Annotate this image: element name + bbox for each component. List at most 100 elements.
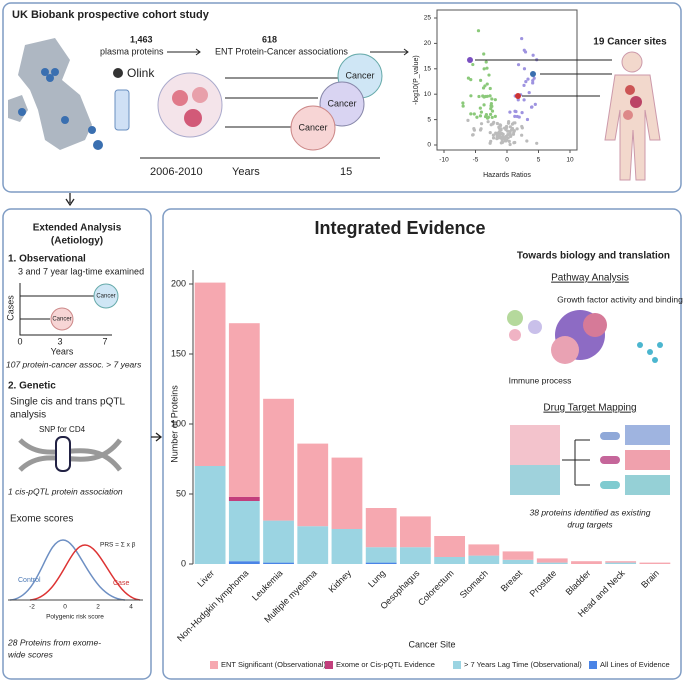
volcano-point (522, 48, 526, 52)
volcano-point (511, 132, 516, 136)
bar-segment (228, 323, 260, 497)
snp-marker (55, 436, 71, 472)
volcano-point (490, 97, 494, 101)
bar-segment (639, 562, 671, 564)
volcano-xlabel: Hazards Ratios (483, 172, 531, 179)
volcano-point (477, 94, 481, 99)
volcano-point (512, 129, 516, 133)
volcano-point (466, 76, 471, 80)
n-assoc: 618 (262, 34, 277, 44)
control-curve (9, 539, 126, 601)
bar-segment (468, 555, 500, 564)
volcano-point (497, 130, 501, 134)
volcano-point (531, 81, 535, 85)
volcano-point (507, 139, 511, 143)
cases: Cases (5, 295, 15, 321)
exome-result: wide scores (8, 649, 54, 659)
volcano-tick-label: 5 (427, 116, 431, 123)
bar-segment (434, 557, 466, 564)
volcano-point (516, 63, 521, 67)
volcano-highlight (467, 57, 473, 63)
bar-segment (297, 526, 329, 564)
legend-swatch (453, 661, 461, 669)
y-tick-label: 100 (171, 418, 186, 428)
bar-segment (228, 496, 260, 501)
bar-segment (605, 561, 637, 563)
prs-ticks: -2 0 2 4 (29, 604, 133, 611)
drug-result: drug targets (567, 519, 613, 529)
volcano-point (475, 115, 479, 119)
pathway: Pathway Analysis (551, 273, 629, 284)
volcano-point (515, 127, 519, 131)
volcano-point (520, 133, 524, 137)
obs-heading: 1. Observational (8, 254, 86, 265)
sites: 19 Cancer sites (593, 37, 667, 48)
volcano-point (500, 131, 504, 136)
volcano-point (508, 142, 512, 147)
volcano-point (469, 78, 473, 82)
volcano-point (508, 110, 512, 114)
cells-illustration (507, 310, 663, 364)
gen-sub: Single cis and trans pQTL (10, 397, 125, 408)
volcano-point (481, 86, 486, 90)
mini-arrows (20, 295, 95, 320)
volcano-point (488, 141, 492, 145)
bar-segment (468, 544, 500, 556)
bar-segment (502, 551, 534, 560)
volcano-point (489, 102, 494, 106)
legend-label: > 7 Years Lag Time (Observational) (464, 660, 582, 669)
volcano-point (491, 136, 496, 140)
bar-segment (263, 398, 294, 521)
volcano-point (535, 141, 539, 145)
uk-map (18, 38, 92, 150)
site-arrows (475, 59, 612, 97)
volcano-point (499, 141, 503, 145)
mini-cancer: Cancer (52, 317, 71, 323)
volcano-point (471, 133, 475, 137)
mini-tick: 3 (57, 336, 62, 346)
volcano-point (512, 121, 516, 125)
volcano-point (515, 114, 519, 119)
volcano-point (509, 128, 514, 132)
bar-segment (536, 562, 568, 564)
drug-result: 38 proteins identified as existing (530, 507, 651, 517)
volcano-point (488, 94, 492, 98)
volcano-point (507, 120, 511, 124)
volcano-point (493, 114, 497, 119)
y-tick-label: 200 (171, 278, 186, 288)
years-end: 15 (340, 166, 352, 178)
volcano-point (489, 123, 493, 127)
bar-segment (263, 520, 294, 563)
volcano-point (526, 77, 530, 81)
volcano-point (525, 117, 530, 122)
bar-segment (399, 547, 431, 564)
prs-tick-label: 0 (63, 604, 67, 611)
protein (172, 90, 188, 106)
volcano-point (461, 104, 465, 108)
left-title: (Aetiology) (51, 236, 103, 247)
sample-circle (157, 72, 223, 138)
volcano-point (520, 110, 524, 115)
volcano-ylabel: -log10(P_value) (413, 55, 420, 104)
volcano-tick-label: -10 (439, 157, 449, 164)
volcano-highlight (530, 71, 536, 77)
volcano-point (531, 53, 535, 57)
volcano-point (524, 80, 528, 84)
volcano-point (492, 120, 496, 125)
arrow (167, 48, 201, 56)
volcano-point (469, 94, 473, 98)
immune: Immune process (509, 375, 572, 385)
volcano-tick-label: 10 (566, 157, 574, 164)
right-title: Integrated Evidence (314, 218, 485, 238)
legend-swatch (589, 661, 597, 669)
cancer-node (93, 283, 119, 309)
volcano-point (533, 102, 537, 106)
volcano-tick-label: 0 (505, 157, 509, 164)
volcano-point (504, 128, 508, 132)
snp: SNP for CD4 (39, 425, 86, 434)
olink: Olink (127, 66, 155, 80)
volcano-point (479, 78, 483, 82)
bar-segment (365, 508, 397, 548)
volcano-point (489, 112, 493, 116)
